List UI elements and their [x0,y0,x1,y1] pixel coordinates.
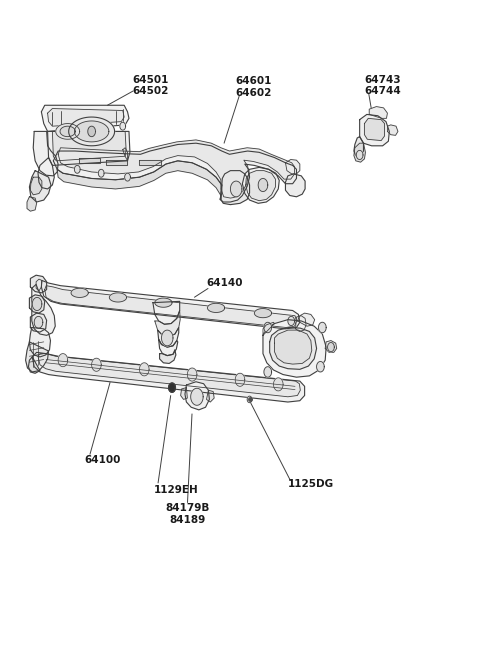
Polygon shape [155,298,172,307]
Polygon shape [360,115,389,146]
Polygon shape [36,279,42,291]
Polygon shape [109,293,127,302]
Polygon shape [207,303,225,312]
Polygon shape [191,388,203,405]
Polygon shape [187,368,197,381]
Polygon shape [48,109,124,126]
Polygon shape [32,297,42,310]
Polygon shape [58,140,295,198]
Polygon shape [158,339,178,356]
Polygon shape [325,341,336,352]
Polygon shape [32,352,305,402]
Polygon shape [125,174,131,181]
Polygon shape [155,310,180,337]
Polygon shape [71,288,88,297]
Polygon shape [25,342,48,372]
Polygon shape [319,322,326,333]
Text: 1125DG: 1125DG [288,479,334,489]
Text: 84179B
84189: 84179B 84189 [165,503,210,525]
Polygon shape [92,358,101,371]
Polygon shape [270,328,317,369]
Polygon shape [57,161,222,199]
Polygon shape [387,125,398,136]
Polygon shape [161,330,173,346]
Polygon shape [153,301,180,324]
Polygon shape [180,388,187,400]
Polygon shape [258,178,268,191]
Text: 64100: 64100 [84,455,121,464]
Polygon shape [45,286,297,328]
Polygon shape [317,362,324,372]
Polygon shape [74,121,109,142]
Polygon shape [34,316,43,328]
Polygon shape [242,168,279,203]
Text: 64501
64502: 64501 64502 [132,75,168,96]
Text: 1129EH: 1129EH [154,485,199,495]
Polygon shape [79,158,100,164]
Polygon shape [185,382,209,410]
Polygon shape [140,160,160,166]
Polygon shape [60,126,75,137]
Polygon shape [33,132,58,176]
Polygon shape [275,330,312,364]
Polygon shape [354,143,365,162]
Polygon shape [30,313,47,332]
Polygon shape [288,316,295,326]
Polygon shape [123,148,128,161]
Text: 64140: 64140 [206,278,243,288]
Polygon shape [30,275,47,293]
Polygon shape [140,363,149,376]
Polygon shape [159,350,176,364]
Polygon shape [29,328,50,357]
Polygon shape [206,390,214,402]
Polygon shape [41,280,300,329]
Polygon shape [106,160,127,166]
Polygon shape [274,378,283,391]
Polygon shape [354,137,363,156]
Polygon shape [29,295,45,313]
Polygon shape [120,122,126,130]
Polygon shape [69,117,115,146]
Polygon shape [53,143,297,202]
Polygon shape [364,119,384,141]
Polygon shape [98,170,104,177]
Polygon shape [88,126,96,137]
Polygon shape [38,354,300,397]
Polygon shape [38,158,54,189]
Polygon shape [235,373,245,386]
Polygon shape [221,171,250,204]
Polygon shape [286,174,305,196]
Polygon shape [254,309,272,318]
Polygon shape [286,160,300,174]
Polygon shape [264,367,272,377]
Polygon shape [48,132,130,166]
Polygon shape [369,107,387,119]
Polygon shape [356,151,363,160]
Polygon shape [247,396,252,403]
Polygon shape [296,316,306,331]
Polygon shape [32,284,55,335]
Polygon shape [52,132,126,161]
Text: 64743
64744: 64743 64744 [364,75,401,96]
Polygon shape [41,105,129,132]
Polygon shape [28,357,40,373]
Polygon shape [56,124,80,140]
Polygon shape [168,383,175,392]
Polygon shape [230,181,242,196]
Polygon shape [29,171,51,202]
Text: 64601
64602: 64601 64602 [235,76,272,98]
Polygon shape [58,354,68,367]
Polygon shape [74,166,80,173]
Polygon shape [327,343,334,352]
Polygon shape [30,177,42,195]
Polygon shape [246,171,276,200]
Polygon shape [157,328,179,347]
Polygon shape [264,322,272,333]
Polygon shape [27,196,36,211]
Polygon shape [263,320,326,377]
Polygon shape [298,313,315,326]
